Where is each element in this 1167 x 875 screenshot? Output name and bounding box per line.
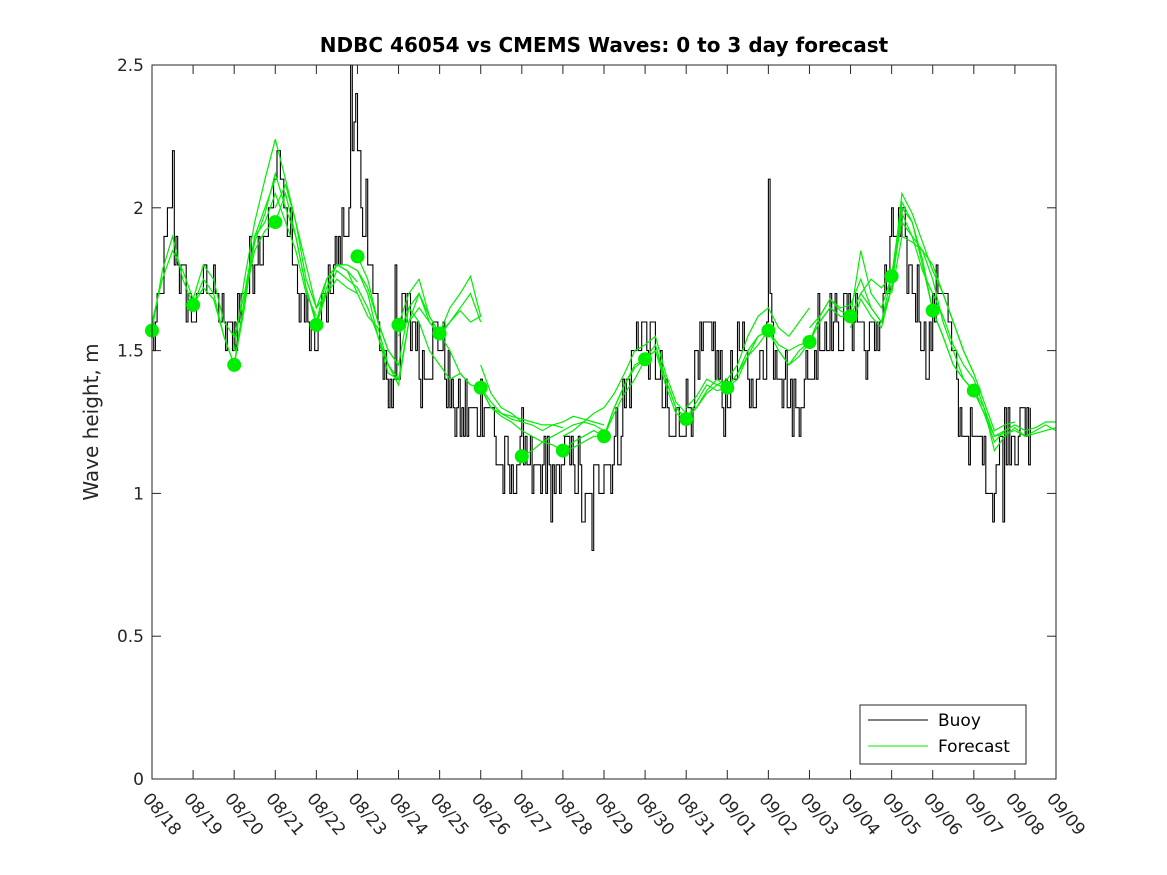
forecast-run-line-31 (932, 293, 1057, 438)
forecast-point (473, 380, 488, 395)
forecast-run-line-14 (480, 364, 605, 432)
y-tick-label: 0.5 (117, 627, 144, 647)
forecast-point (679, 412, 694, 427)
forecast-point (350, 249, 365, 264)
forecast-run-line-17 (562, 335, 687, 437)
forecast-point (802, 335, 817, 349)
forecast-point (432, 326, 447, 341)
legend-forecast-label: Forecast (938, 737, 1010, 757)
y-tick-label: 1 (133, 484, 144, 504)
legend: Buoy Forecast (859, 704, 1027, 765)
forecast-point (186, 297, 201, 312)
forecast-run-line-18 (603, 349, 728, 437)
y-tick-label: 1.5 (117, 342, 144, 362)
forecast-point (884, 269, 899, 284)
forecast-run-line-8 (356, 256, 482, 367)
forecast-point (391, 317, 406, 332)
forecast-point (268, 215, 283, 230)
forecast-run-line-21 (685, 306, 810, 409)
forecast-run-line-20 (685, 329, 810, 420)
forecast-point (638, 352, 653, 367)
forecast-point (843, 309, 858, 324)
forecast-run-line-32 (973, 390, 1057, 453)
plot-area (152, 65, 1056, 779)
y-axis-label: Wave height, m (79, 343, 103, 500)
forecast-point (597, 429, 611, 444)
forecast-run-line-0 (151, 221, 276, 366)
legend-buoy-label: Buoy (938, 711, 981, 731)
forecast-point (925, 303, 940, 318)
forecast-point (555, 443, 570, 458)
forecast-point (514, 449, 529, 464)
forecast-point (761, 323, 776, 338)
forecast-run-line-15 (521, 358, 646, 457)
forecast-point (720, 380, 735, 395)
legend-box (859, 704, 1027, 765)
y-tick-label: 0 (133, 770, 144, 790)
y-tick-label: 2 (133, 199, 144, 219)
forecast-point (227, 357, 242, 372)
forecast-run-line-30 (932, 310, 1056, 444)
forecast-run-line-9 (356, 270, 482, 381)
forecast-point (309, 317, 324, 332)
forecast-run-line-29 (891, 235, 1016, 432)
chart-title: NDBC 46054 vs CMEMS Waves: 0 to 3 day fo… (320, 33, 889, 57)
forecast-point (966, 383, 981, 398)
data-layer (145, 64, 1057, 552)
forecast-run-line-2 (192, 191, 317, 368)
y-tick-label: 2.5 (117, 56, 144, 76)
forecast-run-line-12 (439, 333, 564, 429)
